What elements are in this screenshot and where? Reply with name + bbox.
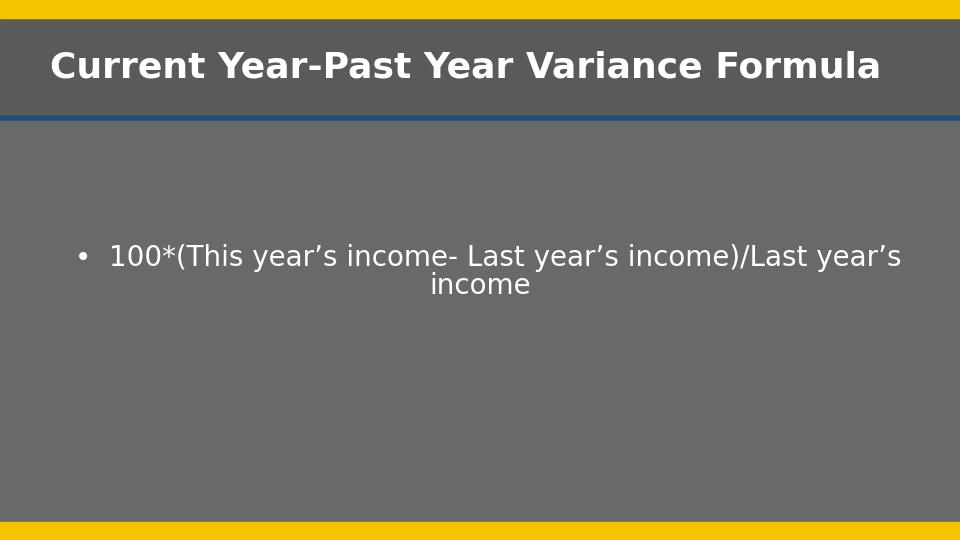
Text: income: income: [429, 272, 531, 300]
Bar: [0, 18, 960, 118]
Bar: [0, 0, 960, 18]
Text: Current Year-Past Year Variance Formula: Current Year-Past Year Variance Formula: [50, 51, 881, 85]
Bar: [0, 522, 960, 540]
Text: •  100*(This year’s income- Last year’s income)/Last year’s: • 100*(This year’s income- Last year’s i…: [75, 244, 901, 272]
